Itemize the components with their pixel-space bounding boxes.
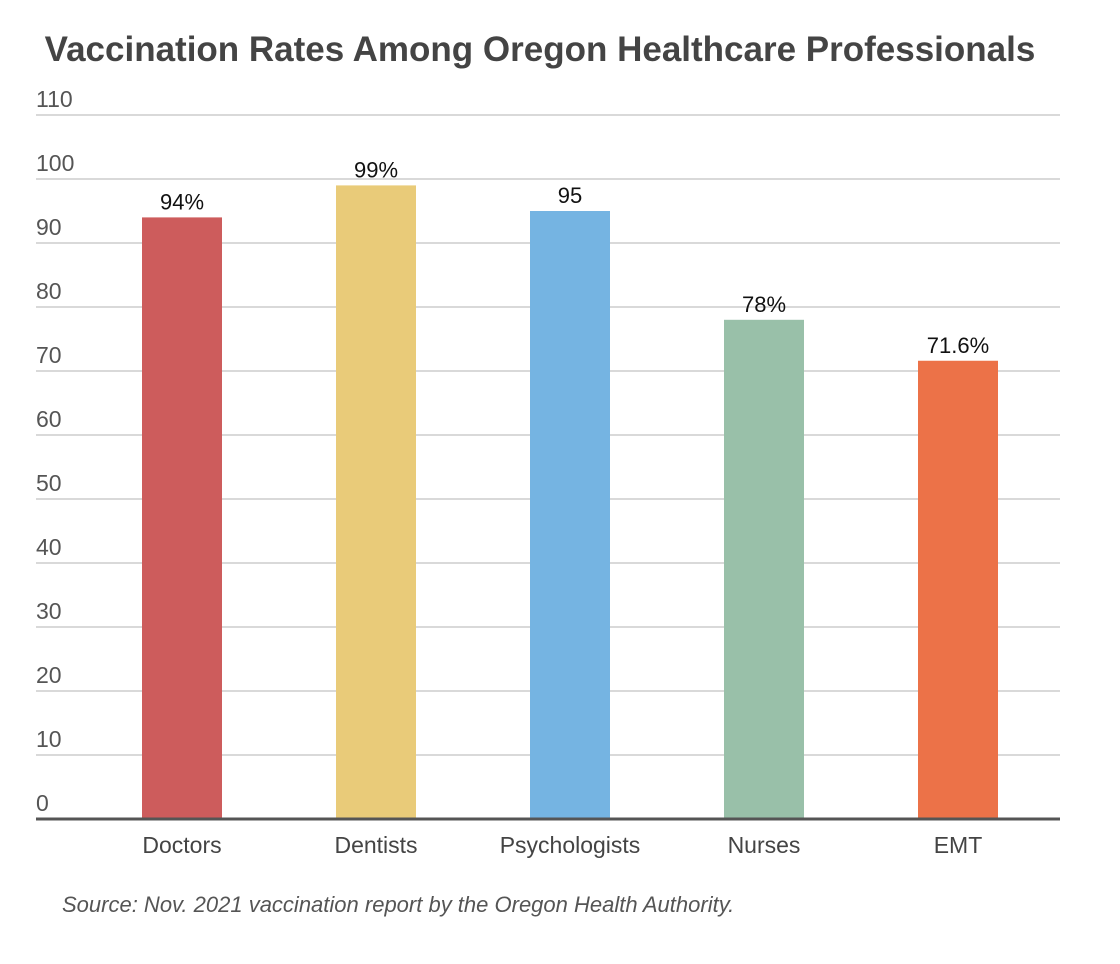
source-note: Source: Nov. 2021 vaccination report by … (62, 892, 735, 917)
x-tick-label: EMT (934, 832, 983, 858)
y-tick-label: 10 (36, 726, 62, 752)
y-tick-label: 60 (36, 406, 62, 432)
y-tick-label: 0 (36, 790, 49, 816)
y-tick-label: 100 (36, 150, 74, 176)
y-tick-label: 110 (36, 86, 73, 112)
bar-dentists (336, 185, 416, 819)
bar-nurses (724, 319, 804, 819)
bar-emt (918, 360, 998, 819)
y-tick-label: 40 (36, 534, 62, 560)
chart-title: Vaccination Rates Among Oregon Healthcar… (44, 30, 1036, 69)
y-tick-label: 70 (36, 342, 62, 368)
x-tick-label: Nurses (728, 832, 801, 858)
y-tick-label: 50 (36, 470, 62, 496)
y-axis-ticks: 0 10 20 30 40 50 60 70 80 90 100 110 (36, 86, 74, 816)
y-tick-label: 80 (36, 278, 62, 304)
x-axis-ticks: Doctors Dentists Psychologists Nurses EMT (142, 832, 982, 858)
x-tick-label: Dentists (334, 832, 417, 858)
data-label: 99% (354, 157, 398, 182)
y-tick-label: 90 (36, 214, 62, 240)
y-tick-label: 20 (36, 662, 62, 688)
bar-psychologists (530, 211, 610, 819)
data-label: 94% (160, 189, 204, 214)
data-label: 78% (742, 292, 786, 317)
data-label: 71.6% (927, 333, 989, 358)
bar-doctors (142, 217, 222, 819)
bars (142, 185, 998, 819)
x-tick-label: Doctors (142, 832, 221, 858)
data-label: 95 (558, 183, 582, 208)
bar-chart: 0 10 20 30 40 50 60 70 80 90 100 110 94% 99% 95 78% 71.… (36, 86, 1060, 858)
x-tick-label: Psychologists (500, 832, 641, 858)
y-tick-label: 30 (36, 598, 62, 624)
data-labels: 94% 99% 95 78% 71.6% (160, 157, 989, 357)
